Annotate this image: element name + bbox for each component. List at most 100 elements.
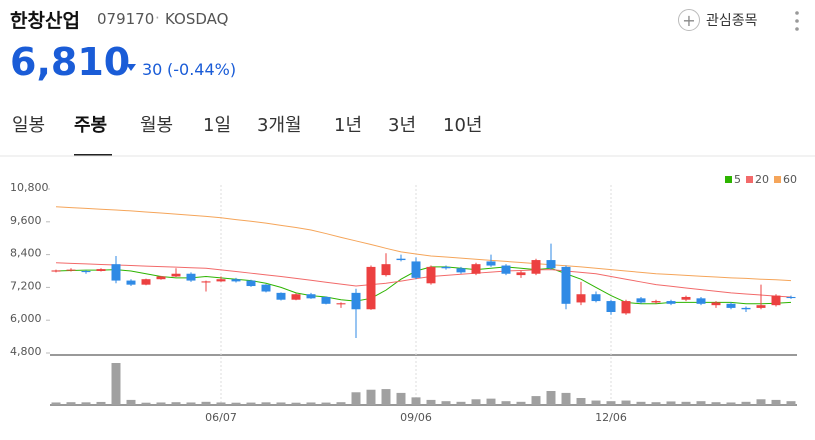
x-tick-label: 09/06 xyxy=(400,411,432,424)
candle-body xyxy=(651,301,661,303)
candle-body xyxy=(471,264,481,274)
period-tab[interactable]: 일봉 xyxy=(12,115,46,136)
candle-body xyxy=(546,260,556,269)
candle-body xyxy=(141,279,151,285)
plus-icon: + xyxy=(678,9,700,31)
volume-bar xyxy=(771,399,781,405)
volume-bar xyxy=(51,402,61,405)
volume-bar xyxy=(471,399,481,405)
candle-body xyxy=(366,266,376,310)
change-pct: (-0.44%) xyxy=(167,60,237,79)
volume-bar xyxy=(321,402,331,405)
volume-bar xyxy=(651,402,661,405)
volume-bar xyxy=(756,399,766,405)
candle-body xyxy=(336,303,346,305)
candle-body xyxy=(501,265,511,274)
price: 6,810 xyxy=(10,40,131,84)
volume-bar xyxy=(261,402,271,405)
change: 30 xyxy=(142,60,163,79)
period-tab[interactable]: 월봉 xyxy=(140,115,174,136)
period-tab[interactable]: 1일 xyxy=(203,115,232,136)
volume-bar xyxy=(141,402,151,405)
y-tick-label: 9,600 xyxy=(10,214,42,227)
candle-body xyxy=(741,307,751,310)
candle-body xyxy=(351,292,361,310)
volume-bar xyxy=(111,363,121,405)
volume-bar xyxy=(231,402,241,405)
x-tick-label: 06/07 xyxy=(205,411,237,424)
candle-body xyxy=(81,271,91,273)
candle-body xyxy=(171,273,181,277)
period-tab[interactable]: 주봉 xyxy=(74,115,108,136)
volume-bar xyxy=(306,402,316,405)
legend-swatch xyxy=(725,176,732,183)
candle-body xyxy=(66,269,76,271)
volume-bar xyxy=(291,402,301,405)
candle-body xyxy=(441,266,451,269)
volume-bar xyxy=(381,389,391,405)
watch-label: 관심종목 xyxy=(706,13,758,29)
volume-bar xyxy=(411,397,421,405)
candle-body xyxy=(186,273,196,281)
candle-body xyxy=(381,264,391,276)
volume-bar xyxy=(786,401,796,405)
ma-line xyxy=(55,206,792,282)
legend-label: 20 xyxy=(755,173,769,186)
volume-bar xyxy=(501,401,511,405)
volume-bar xyxy=(351,392,361,405)
volume-bar xyxy=(546,391,556,405)
market: KOSDAQ xyxy=(165,10,229,28)
separator: · xyxy=(155,9,160,27)
volume-bar xyxy=(696,401,706,405)
volume-bar xyxy=(66,402,76,405)
candle-body xyxy=(621,301,631,314)
period-tab[interactable]: 3개월 xyxy=(257,115,302,136)
watch-button[interactable]: + 관심종목 xyxy=(678,7,758,33)
volume-bar xyxy=(366,389,376,405)
y-tick-label: 6,000 xyxy=(10,312,42,325)
candle-body xyxy=(51,270,61,272)
volume-bar xyxy=(741,401,751,405)
y-tick-label: 8,400 xyxy=(10,247,42,260)
volume-bar xyxy=(171,402,181,405)
candle-body xyxy=(606,301,616,312)
volume-bar xyxy=(201,401,211,405)
period-tab[interactable]: 10년 xyxy=(443,115,483,136)
volume-bar xyxy=(636,401,646,405)
volume-bar xyxy=(276,402,286,405)
more-icon[interactable] xyxy=(793,10,801,32)
volume-bar xyxy=(666,401,676,405)
legend-label: 5 xyxy=(734,173,741,186)
legend-swatch xyxy=(774,176,781,183)
candle-body xyxy=(426,266,436,284)
candle-body xyxy=(276,292,286,300)
ma-line xyxy=(55,266,792,305)
candle-body xyxy=(96,269,106,271)
period-tab[interactable]: 3년 xyxy=(388,115,417,136)
volume-bar xyxy=(681,401,691,405)
candle-body xyxy=(216,279,226,282)
period-tab[interactable]: 1년 xyxy=(334,115,363,136)
candle-body xyxy=(486,261,496,266)
volume-bar xyxy=(726,402,736,405)
candle-body xyxy=(531,260,541,274)
candle-body xyxy=(696,298,706,304)
ma-line xyxy=(55,262,792,298)
candle-body xyxy=(636,298,646,303)
candle-body xyxy=(456,268,466,273)
volume-bar xyxy=(96,401,106,405)
volume-bar xyxy=(606,401,616,405)
candle-body xyxy=(681,296,691,300)
candle-body xyxy=(306,294,316,299)
candle-body xyxy=(231,279,241,282)
volume-bar xyxy=(186,402,196,405)
candle-body xyxy=(321,296,331,304)
candle-body xyxy=(111,264,121,281)
volume-bar xyxy=(156,402,166,405)
volume-bar xyxy=(531,396,541,405)
candle-body xyxy=(126,280,136,285)
volume-bar xyxy=(486,398,496,405)
volume-bar xyxy=(336,402,346,405)
